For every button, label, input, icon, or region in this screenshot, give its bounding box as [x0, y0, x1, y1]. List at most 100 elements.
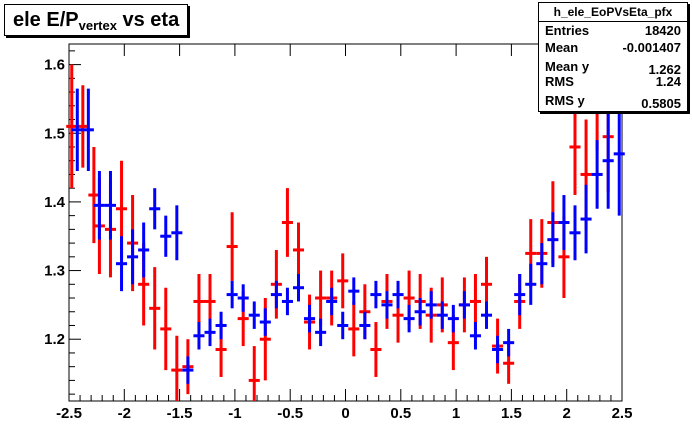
stats-value: 0.5805 — [641, 96, 681, 111]
data-point — [215, 311, 227, 340]
data-point — [77, 85, 89, 168]
data-point — [569, 98, 581, 196]
data-point — [237, 284, 249, 312]
data-point — [160, 215, 172, 257]
data-point — [525, 263, 537, 305]
data-point — [503, 328, 515, 357]
y-tick-label: 1.4 — [44, 194, 66, 211]
x-tick-label: 2 — [563, 405, 571, 422]
x-tick-label: 0.5 — [390, 405, 411, 422]
y-tick-label: 1.2 — [44, 331, 65, 348]
stats-key: Mean y — [545, 59, 590, 74]
data-point — [514, 273, 526, 316]
data-point — [480, 301, 493, 329]
x-tick-label: -2.5 — [56, 405, 82, 422]
data-point — [281, 287, 293, 316]
data-point — [436, 301, 448, 329]
data-point — [138, 222, 150, 278]
y-tick-label: 1.6 — [44, 57, 65, 74]
data-point — [193, 322, 205, 350]
plot-title: ele E/Pvertex vs eta — [4, 4, 189, 36]
series-blue — [71, 88, 625, 384]
data-point — [315, 318, 327, 347]
data-point — [315, 270, 327, 326]
data-point — [281, 188, 293, 257]
data-point — [370, 280, 382, 309]
data-point — [536, 243, 548, 285]
data-point — [569, 205, 581, 261]
data-point — [580, 184, 592, 254]
x-tick-label: 0 — [341, 405, 349, 422]
stats-value: 1.24 — [655, 74, 681, 89]
stats-key: RMS y — [545, 93, 585, 108]
series-red — [66, 44, 614, 401]
data-point — [82, 88, 94, 172]
data-point — [116, 236, 128, 292]
stats-key: RMS — [545, 74, 574, 89]
data-point — [613, 92, 625, 216]
data-point — [270, 280, 282, 309]
data-point — [392, 280, 404, 309]
data-point — [602, 112, 614, 209]
stats-row-rms-y: RMS y 0.5805 — [539, 90, 687, 111]
data-point — [204, 318, 216, 347]
data-point — [88, 146, 100, 244]
data-point — [337, 253, 349, 309]
data-point — [248, 301, 260, 329]
data-point — [149, 188, 161, 230]
data-point — [259, 308, 271, 336]
data-point — [469, 273, 481, 329]
x-tick-label: -0.5 — [277, 405, 303, 422]
data-point — [171, 335, 183, 401]
stats-row-mean: Mean -0.001407 — [539, 39, 687, 56]
data-point — [292, 222, 305, 278]
data-point — [414, 298, 426, 326]
stats-row-rms: RMS 1.24 — [539, 73, 687, 90]
data-point — [149, 267, 161, 350]
data-point — [348, 301, 360, 357]
data-point — [547, 212, 559, 268]
data-point — [370, 322, 382, 377]
x-tick-label: 2.5 — [612, 405, 633, 422]
stats-value: 18420 — [644, 23, 681, 38]
data-point — [447, 304, 459, 333]
data-point — [292, 273, 305, 302]
stats-value: -0.001407 — [622, 40, 681, 55]
data-point — [458, 291, 470, 319]
stats-row-mean-y: Mean y 1.262 — [539, 56, 687, 77]
x-tick-label: -1 — [228, 405, 241, 422]
x-tick-label: 1.5 — [501, 405, 522, 422]
stats-box: h_ele_EoPVsEta_pfx Entries 18420 Mean -0… — [538, 2, 688, 112]
data-point — [226, 212, 238, 281]
data-point — [226, 280, 238, 309]
data-point — [127, 229, 139, 285]
data-point — [66, 64, 78, 189]
data-point — [193, 273, 205, 329]
data-point — [425, 291, 437, 319]
data-point — [71, 88, 83, 172]
x-tick-label: 1 — [452, 405, 460, 422]
data-point — [337, 311, 349, 340]
stats-histogram-name: h_ele_EoPVsEta_pfx — [539, 3, 687, 22]
data-point — [248, 346, 260, 401]
title-main: ele E/P — [13, 9, 79, 31]
title-subscript: vertex — [78, 18, 117, 33]
y-tick-label: 1.5 — [44, 125, 65, 142]
y-tick-label: 1.3 — [44, 263, 65, 280]
data-point — [160, 287, 172, 371]
stats-key: Entries — [545, 23, 590, 38]
data-point — [304, 304, 316, 333]
data-point — [469, 322, 481, 350]
data-point — [348, 277, 360, 305]
stats-value: 1.262 — [648, 62, 681, 77]
data-point — [591, 140, 603, 209]
stats-row-entries: Entries 18420 — [539, 22, 687, 39]
data-point — [182, 356, 194, 384]
data-point — [359, 311, 371, 340]
data-point — [403, 304, 415, 333]
data-point — [492, 335, 504, 364]
data-point — [381, 291, 393, 319]
data-point — [171, 205, 183, 261]
data-point — [93, 171, 105, 240]
